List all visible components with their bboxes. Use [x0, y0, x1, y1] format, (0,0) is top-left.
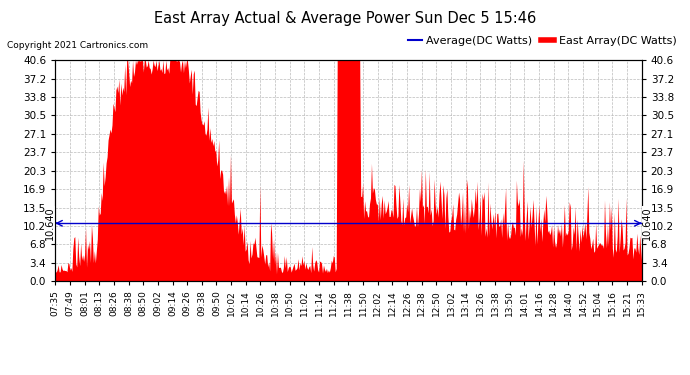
- Text: Copyright 2021 Cartronics.com: Copyright 2021 Cartronics.com: [7, 41, 148, 50]
- Text: East Array Actual & Average Power Sun Dec 5 15:46: East Array Actual & Average Power Sun De…: [154, 11, 536, 26]
- Text: 10.640: 10.640: [642, 207, 652, 240]
- Legend: Average(DC Watts), East Array(DC Watts): Average(DC Watts), East Array(DC Watts): [404, 32, 681, 51]
- Text: 10.640: 10.640: [45, 207, 55, 240]
